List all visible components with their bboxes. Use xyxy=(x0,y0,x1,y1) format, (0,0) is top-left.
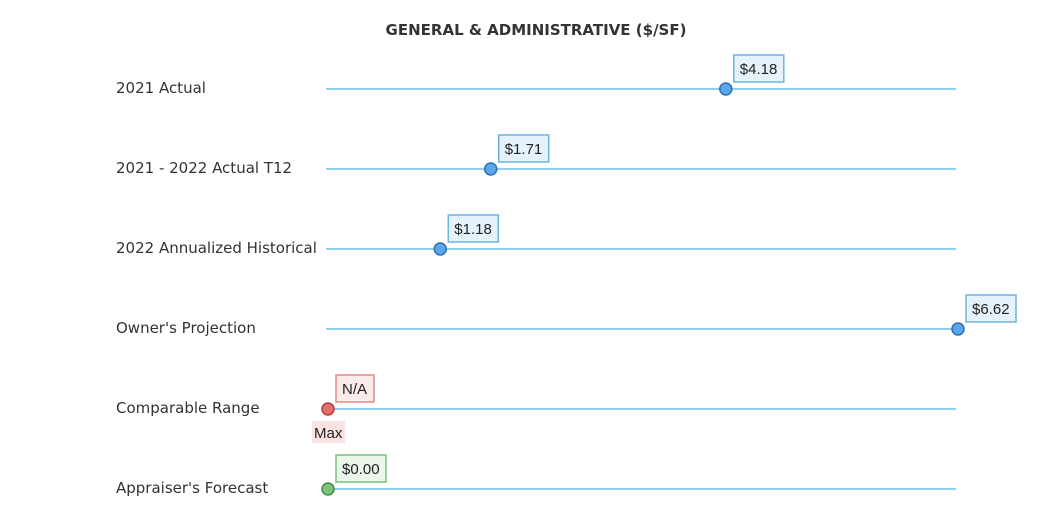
row-label: 2022 Annualized Historical xyxy=(116,239,317,257)
row-label: Appraiser's Forecast xyxy=(116,479,268,497)
value-label-box xyxy=(447,214,500,243)
row-label: Owner's Projection xyxy=(116,319,256,337)
chart-rows: 2021 Actual $4.18 2021 - 2022 Actual T12 $1… xyxy=(116,54,1017,497)
sub-label: Max xyxy=(314,425,343,442)
value-dot xyxy=(321,482,335,496)
chart-title: GENERAL & ADMINISTRATIVE ($/SF) xyxy=(386,21,687,39)
value-dot xyxy=(719,82,733,96)
value-label-box xyxy=(497,134,550,163)
value-label: $0.00 xyxy=(342,461,380,478)
chart-row: 2022 Annualized Historical $1.18 xyxy=(116,214,956,257)
value-label-box xyxy=(965,294,1017,323)
value-label-box xyxy=(733,54,785,83)
chart-row: 2021 Actual $4.18 xyxy=(116,54,956,97)
value-label-box xyxy=(335,454,387,483)
value-dot xyxy=(321,402,335,416)
chart-row: Appraiser's Forecast $0.00 xyxy=(116,454,956,497)
chart-row: Owner's Projection $6.62 xyxy=(116,294,1017,337)
value-dot xyxy=(951,322,965,336)
chart-row: 2021 - 2022 Actual T12 $1.71 xyxy=(116,134,956,177)
row-label: 2021 - 2022 Actual T12 xyxy=(116,159,292,177)
value-label: $1.18 xyxy=(454,221,492,238)
row-label: 2021 Actual xyxy=(116,79,206,97)
sub-label-box xyxy=(312,421,345,443)
value-label: N/A xyxy=(342,381,367,398)
value-dot xyxy=(433,242,448,256)
value-label: $1.71 xyxy=(505,141,543,158)
value-label: $6.62 xyxy=(972,301,1010,318)
value-label-box xyxy=(335,374,375,403)
value-dot xyxy=(483,162,498,176)
chart-row: Comparable Range N/A Max xyxy=(116,374,956,443)
row-label: Comparable Range xyxy=(116,399,260,417)
value-label: $4.18 xyxy=(740,61,778,78)
